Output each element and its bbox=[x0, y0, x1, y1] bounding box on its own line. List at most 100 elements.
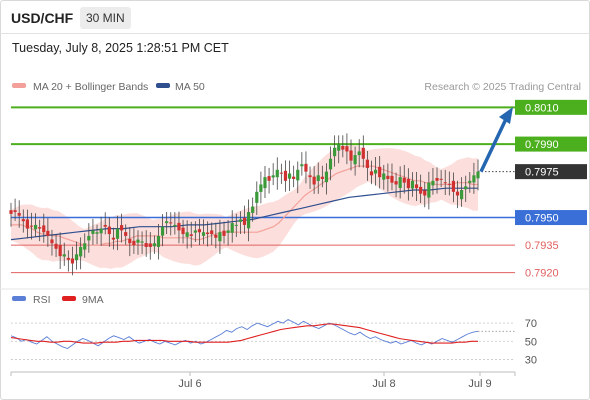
candle-body bbox=[66, 257, 70, 260]
candle-body bbox=[410, 180, 415, 189]
candle-body bbox=[316, 175, 320, 181]
candle-body bbox=[91, 230, 95, 234]
candle-body bbox=[279, 172, 283, 174]
candle-body bbox=[398, 177, 402, 189]
candle-body bbox=[423, 190, 427, 196]
rsi-tick-50: 50 bbox=[525, 336, 537, 348]
timeframe-badge[interactable]: 30 MIN bbox=[80, 7, 131, 29]
candle-body bbox=[144, 243, 148, 247]
candle-body bbox=[365, 159, 369, 168]
candle-body bbox=[324, 171, 329, 183]
candle-body bbox=[99, 228, 103, 234]
candle-body bbox=[341, 145, 345, 150]
candle-body bbox=[242, 217, 247, 225]
candle-body bbox=[373, 169, 378, 174]
candle-body bbox=[226, 230, 230, 233]
current-price-label: 0.7975 bbox=[525, 167, 559, 179]
candles bbox=[9, 133, 480, 276]
candle-body bbox=[222, 230, 226, 236]
candle-body bbox=[320, 176, 324, 179]
candle-body bbox=[107, 226, 111, 235]
candle-body bbox=[234, 224, 238, 226]
candle-body bbox=[394, 181, 398, 185]
candle-body bbox=[197, 229, 202, 233]
candle-body bbox=[13, 210, 17, 213]
candle-body bbox=[406, 178, 410, 189]
candle-body bbox=[447, 183, 451, 185]
header-divider bbox=[0, 33, 590, 34]
x-tick-label: Jul 8 bbox=[372, 378, 395, 390]
x-tick-label: Jul 9 bbox=[468, 378, 491, 390]
forecast-arrow bbox=[479, 107, 513, 173]
candle-body bbox=[33, 224, 38, 230]
ma50-legend-swatch bbox=[156, 83, 170, 88]
candle-body bbox=[402, 177, 406, 183]
candle-body bbox=[451, 180, 456, 192]
level-tag-0.8010 bbox=[515, 99, 587, 115]
ma20-legend-label: MA 20 + Bollinger Bands bbox=[33, 81, 148, 93]
candle-body bbox=[369, 171, 374, 176]
candle-body bbox=[115, 228, 120, 239]
candle-body bbox=[46, 230, 50, 236]
candle-body bbox=[312, 176, 316, 185]
candle-body bbox=[476, 171, 480, 179]
rsi-grid: 70 50 30 bbox=[11, 318, 537, 366]
candle-body bbox=[333, 147, 337, 157]
candle-body bbox=[218, 232, 222, 242]
candle-body bbox=[439, 178, 443, 180]
current-price-tag bbox=[515, 164, 587, 180]
candle-body bbox=[70, 258, 75, 264]
candle-body bbox=[345, 146, 349, 152]
candle-body bbox=[120, 225, 124, 231]
candle-body bbox=[296, 169, 300, 181]
level-label-0.7950: 0.7950 bbox=[525, 213, 559, 225]
candle-body bbox=[124, 232, 128, 236]
candle-body bbox=[136, 239, 140, 243]
candle-body bbox=[455, 191, 460, 196]
candle-body bbox=[58, 245, 62, 257]
candle-body bbox=[29, 225, 34, 227]
level-label-0.7920: 0.7920 bbox=[525, 268, 559, 280]
candle-body bbox=[230, 223, 234, 233]
candle-body bbox=[300, 164, 304, 167]
candle-body bbox=[349, 150, 353, 161]
forecast-arrow-shaft bbox=[479, 118, 508, 173]
candle-body bbox=[472, 175, 476, 183]
candle-body bbox=[292, 176, 296, 179]
ma20-legend-swatch bbox=[12, 83, 26, 88]
x-tick-label: Jul 6 bbox=[178, 378, 201, 390]
level-label-0.7990: 0.7990 bbox=[525, 139, 559, 151]
symbol-title: USD/CHF bbox=[11, 10, 74, 26]
ma9-legend-label: 9MA bbox=[82, 294, 104, 306]
candle-body bbox=[148, 243, 152, 247]
candle-body bbox=[21, 219, 25, 222]
x-axis: Jul 6 Jul 8 Jul 9 bbox=[10, 372, 516, 390]
candle-body bbox=[50, 239, 54, 244]
candle-body bbox=[169, 222, 173, 224]
bollinger-bands bbox=[11, 145, 478, 269]
source-credit: Research © 2025 Trading Central bbox=[424, 81, 581, 93]
candle-body bbox=[173, 224, 177, 227]
candle-body bbox=[464, 186, 468, 190]
rsi-lines bbox=[10, 318, 515, 350]
candle-body bbox=[160, 226, 165, 236]
candle-body bbox=[152, 243, 156, 247]
level-tag-0.7950 bbox=[515, 210, 587, 226]
candle-body bbox=[185, 232, 189, 237]
candle-body bbox=[468, 180, 472, 183]
candle-body bbox=[382, 173, 386, 180]
candle-body bbox=[9, 210, 13, 214]
rsi-legend-label: RSI bbox=[33, 294, 51, 306]
candle-body bbox=[87, 235, 91, 241]
candle-body bbox=[74, 254, 79, 261]
candle-body bbox=[460, 190, 464, 200]
candle-body bbox=[435, 178, 439, 181]
candle-body bbox=[259, 184, 263, 192]
candle-body bbox=[275, 169, 279, 178]
candle-body bbox=[128, 238, 132, 244]
candle-body bbox=[386, 175, 390, 179]
candle-body bbox=[54, 243, 58, 249]
rsi-legend-swatch bbox=[12, 296, 26, 301]
candle-body bbox=[165, 221, 169, 224]
candle-body bbox=[419, 186, 423, 194]
